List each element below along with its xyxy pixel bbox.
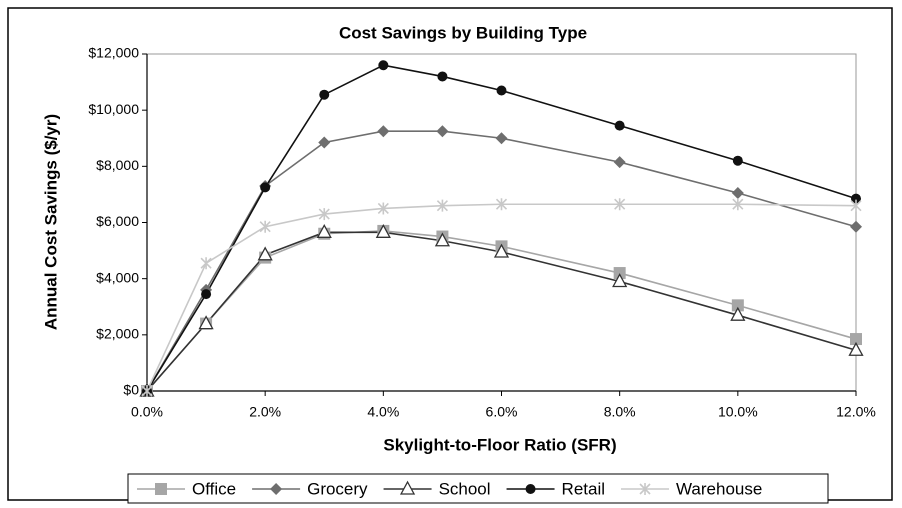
data-point: [378, 60, 389, 71]
data-point: [141, 385, 153, 397]
y-tick-label: $6,000: [96, 213, 139, 229]
data-point: [375, 223, 391, 238]
data-point: [318, 136, 331, 149]
data-point: [496, 85, 507, 96]
data-point: [198, 315, 214, 330]
legend-marker: [155, 483, 167, 495]
y-tick-label: $4,000: [96, 269, 139, 285]
x-tick-label: 12.0%: [836, 404, 876, 420]
y-tick-label: $8,000: [96, 157, 139, 173]
data-point: [436, 199, 448, 212]
y-tick-label: $2,000: [96, 326, 139, 342]
legend-label: School: [439, 479, 491, 498]
data-point: [316, 223, 332, 238]
data-point: [377, 202, 389, 215]
data-point: [434, 232, 451, 247]
data-point: [612, 273, 628, 288]
data-point: [731, 187, 744, 200]
series-line: [146, 230, 857, 392]
data-point: [436, 125, 449, 138]
y-tick-label: $0: [123, 382, 139, 398]
legend-label: Grocery: [307, 479, 368, 498]
data-point: [850, 199, 862, 212]
data-point: [495, 132, 508, 145]
data-point: [613, 156, 626, 169]
legend-marker: [399, 480, 416, 495]
y-tick-label: $12,000: [88, 45, 139, 61]
legend-marker: [270, 483, 283, 495]
legend-label: Warehouse: [676, 479, 762, 498]
data-point: [200, 257, 212, 270]
data-point: [493, 243, 510, 258]
x-tick-label: 2.0%: [249, 404, 281, 420]
x-tick-label: 8.0%: [604, 404, 636, 420]
series-line: [146, 130, 857, 392]
x-axis-label: Skylight-to-Floor Ratio (SFR): [383, 435, 616, 454]
data-point: [732, 198, 744, 211]
legend-marker: [639, 483, 651, 495]
x-tick-label: 0.0%: [131, 404, 163, 420]
data-point: [613, 267, 626, 280]
chart-frame: [7, 7, 893, 501]
data-point: [437, 71, 448, 82]
data-point: [730, 306, 746, 321]
data-point: [257, 246, 273, 261]
data-point: [259, 220, 271, 233]
data-point: [614, 198, 626, 211]
chart-title: Cost Savings by Building Type: [339, 23, 587, 42]
data-point: [260, 182, 271, 193]
legend-box: [127, 473, 829, 504]
y-tick-label: $10,000: [88, 101, 139, 117]
data-point: [731, 299, 744, 312]
legend-marker: [525, 484, 536, 494]
series-line: [146, 203, 857, 392]
data-point: [318, 208, 330, 221]
data-point: [732, 155, 743, 166]
data-point: [848, 341, 864, 356]
data-point: [377, 125, 390, 138]
x-tick-label: 10.0%: [718, 404, 758, 420]
x-tick-label: 6.0%: [486, 404, 518, 420]
series-line: [146, 64, 857, 392]
legend-label: Retail: [562, 479, 605, 498]
data-point: [495, 198, 508, 211]
data-point: [614, 120, 625, 131]
x-tick-label: 4.0%: [367, 404, 399, 420]
legend-label: Office: [192, 479, 236, 498]
series-line: [146, 231, 857, 392]
data-point: [850, 333, 862, 346]
data-point: [851, 193, 861, 204]
data-point: [850, 220, 862, 233]
data-point: [319, 89, 330, 100]
data-point: [201, 289, 212, 300]
y-axis-label: Annual Cost Savings ($/yr): [41, 114, 60, 330]
